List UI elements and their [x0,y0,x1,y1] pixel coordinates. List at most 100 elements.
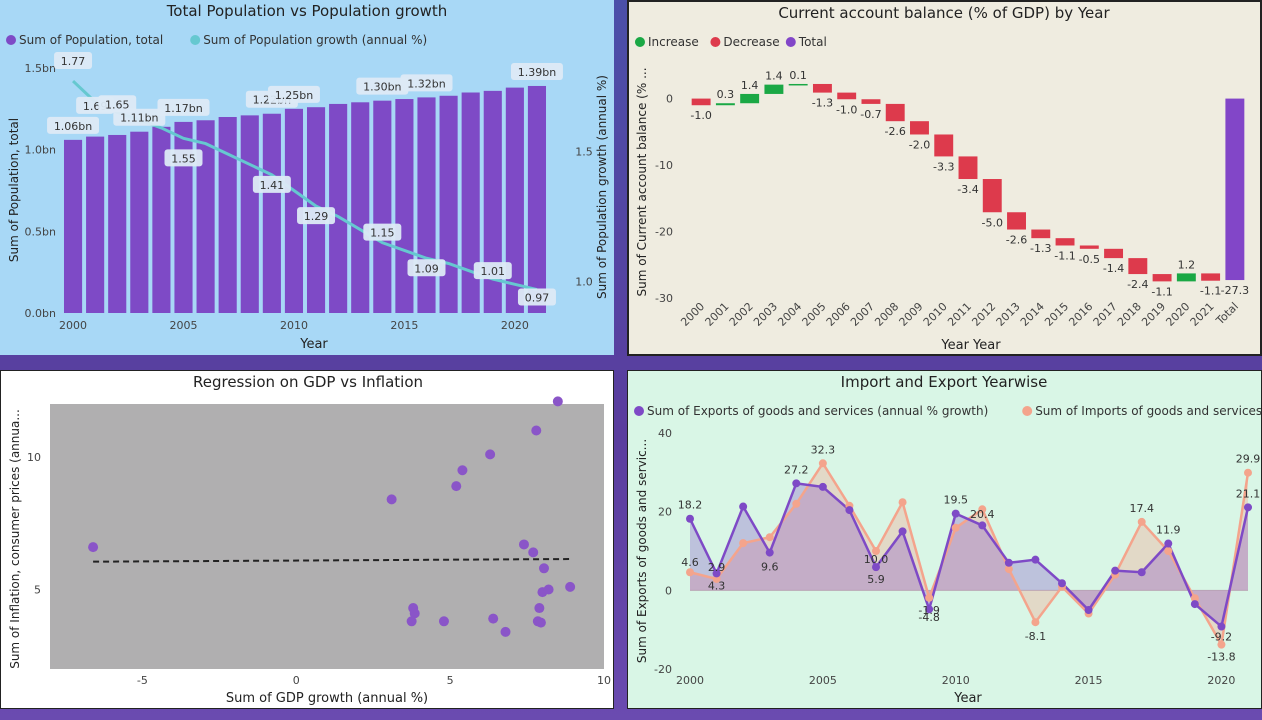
scatter-point [485,449,496,460]
data-label: -4.8 [918,611,939,624]
data-label: 2.9 [708,561,726,574]
x-tick-label: -5 [137,674,148,687]
bar-data-label: -2.6 [884,125,905,138]
scatter-point [565,581,576,592]
data-label: 17.4 [1129,502,1154,515]
decrease-bar [691,98,711,106]
x-tick-label: 2000 [678,300,707,329]
population-bar [461,92,480,313]
growth-data-label: 1.65 [105,98,130,111]
decrease-bar [934,134,954,157]
y-tick-label: -20 [654,663,672,676]
growth-data-label-bg [164,149,203,167]
population-bar [284,108,304,313]
exports-point [739,502,748,511]
data-label: 20.4 [970,508,995,521]
exports-point [1137,568,1146,577]
imports-point [898,498,907,507]
x-tick-label: 2000 [59,319,87,332]
x-axis-title: Year [953,691,982,706]
regression-panel: Regression on GDP vs Inflation -5 0 5 10 5 10 S… [0,370,614,709]
exports-area [690,483,1248,627]
scatter-point [518,539,529,550]
data-label: -9.2 [1211,631,1232,644]
x-tick-label: 2005 [800,300,829,329]
chart-title: Current account balance (% of GDP) by Ye… [778,4,1110,22]
x-tick-label: 2007 [848,300,877,329]
scatter-point [457,465,468,476]
x-tick-label: 2008 [872,300,901,329]
exports-point [1084,606,1093,614]
population-data-label: 1.11bn [120,112,158,125]
y-tick-label: 20 [658,506,672,519]
growth-data-label: 1.77 [61,55,86,68]
increase-bar [1176,273,1196,282]
bar-data-label: 1.2 [1178,258,1196,271]
current-account-panel: Current account balance (% of GDP) by Ye… [627,0,1262,356]
growth-data-label-bg [297,207,336,225]
imports-area [690,463,1248,645]
y-axis-title: Sum of Inflation, consumer prices (annua… [8,409,22,669]
imports-point [951,523,960,532]
bar-data-label: -2.4 [1127,278,1148,291]
x-tick-label: 2010 [942,674,970,687]
imports-point [925,593,934,602]
exports-point [818,482,827,491]
y2-tick-label: 1.0 [575,276,593,289]
decrease-bar [1104,248,1124,259]
bar-data-label: -27.3 [1221,284,1249,297]
x-tick-label: 2005 [170,319,198,332]
population-data-label: 1.30bn [363,81,401,94]
x-tick-label: 5 [447,674,454,687]
bar-data-label: -2.6 [1006,234,1027,247]
exports-point [845,506,854,515]
data-label: 5.9 [867,573,885,586]
imports-point [818,459,827,468]
imports-point [1031,618,1040,627]
x-tick-label: 2018 [1115,300,1144,329]
legend-item: Sum of Imports of goods and services (an… [1035,404,1261,418]
decrease-bar [837,92,857,100]
x-tick-label: 2001 [703,300,732,329]
population-bar [86,136,105,313]
legend-item: Sum of Population, total [19,33,163,47]
scatter-point [534,603,545,614]
x-tick-label: 2011 [945,300,974,329]
exports-point [1111,566,1120,575]
x-tick-label: 2014 [1018,300,1047,329]
data-label: 4.3 [708,579,726,592]
exports-point [898,527,907,536]
x-tick-label: 2017 [1091,300,1120,329]
exports-point [712,569,721,578]
scatter-point [406,616,417,627]
population-bar [218,117,237,313]
growth-data-label-bg [54,52,93,70]
y-tick-label: 1.0bn [25,144,56,157]
scatter-point [409,608,420,619]
bar-data-label: -5.0 [982,216,1003,229]
growth-data-label: 1.55 [171,152,196,165]
bar-data-label: 0.3 [717,88,735,101]
x-axis-title: Year Year [940,338,1001,353]
imports-point [872,547,880,555]
exports-point [872,563,880,572]
scatter-point [386,494,397,505]
imports-point [1137,517,1146,526]
data-label: 4.6 [681,556,699,569]
data-label: 19.5 [943,494,968,507]
legend-item: Decrease [723,35,779,49]
decrease-bar [1007,212,1026,230]
population-bar [395,99,414,314]
exports-point [792,479,801,488]
population-data-label-bg [510,62,563,80]
data-label: 27.2 [784,463,809,476]
population-bar [417,97,436,314]
exports-point [1217,622,1226,631]
population-data-label: 1.32bn [407,77,445,90]
bar-data-label: -1.3 [812,97,833,110]
x-tick-label: 2020 [1207,674,1235,687]
imports-point [1217,640,1226,649]
bar-data-label: 0.1 [789,69,807,82]
imports-point [1244,468,1252,477]
population-data-label-bg [157,98,210,116]
